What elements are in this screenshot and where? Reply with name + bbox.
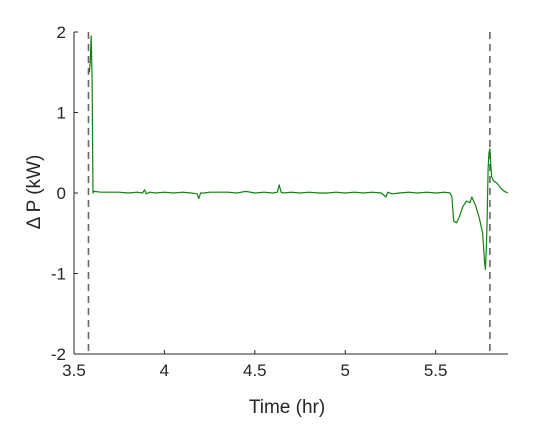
x-tick-label: 5.5 [424, 361, 448, 380]
x-tick-label: 5 [341, 361, 350, 380]
x-tick-label: 3.5 [62, 361, 86, 380]
series-group [88, 35, 509, 271]
axes [73, 31, 508, 355]
x-tick-label: 4 [160, 361, 169, 380]
y-tick-label: -1 [51, 265, 66, 284]
y-tick-label: 2 [57, 23, 66, 42]
x-axis-title: Time (hr) [249, 397, 325, 418]
y-tick-label: -2 [51, 345, 66, 364]
x-tick-label: 4.5 [243, 361, 267, 380]
series-line [88, 35, 509, 271]
reference-lines [87, 32, 491, 354]
y-tick-label: 1 [57, 104, 66, 123]
tick-labels: 3.5 4 4.5 5 5.5 -2 -1 0 1 2 [51, 23, 448, 380]
y-tick-label: 0 [57, 184, 66, 203]
y-axis-title: Δ P (kW) [24, 155, 45, 230]
